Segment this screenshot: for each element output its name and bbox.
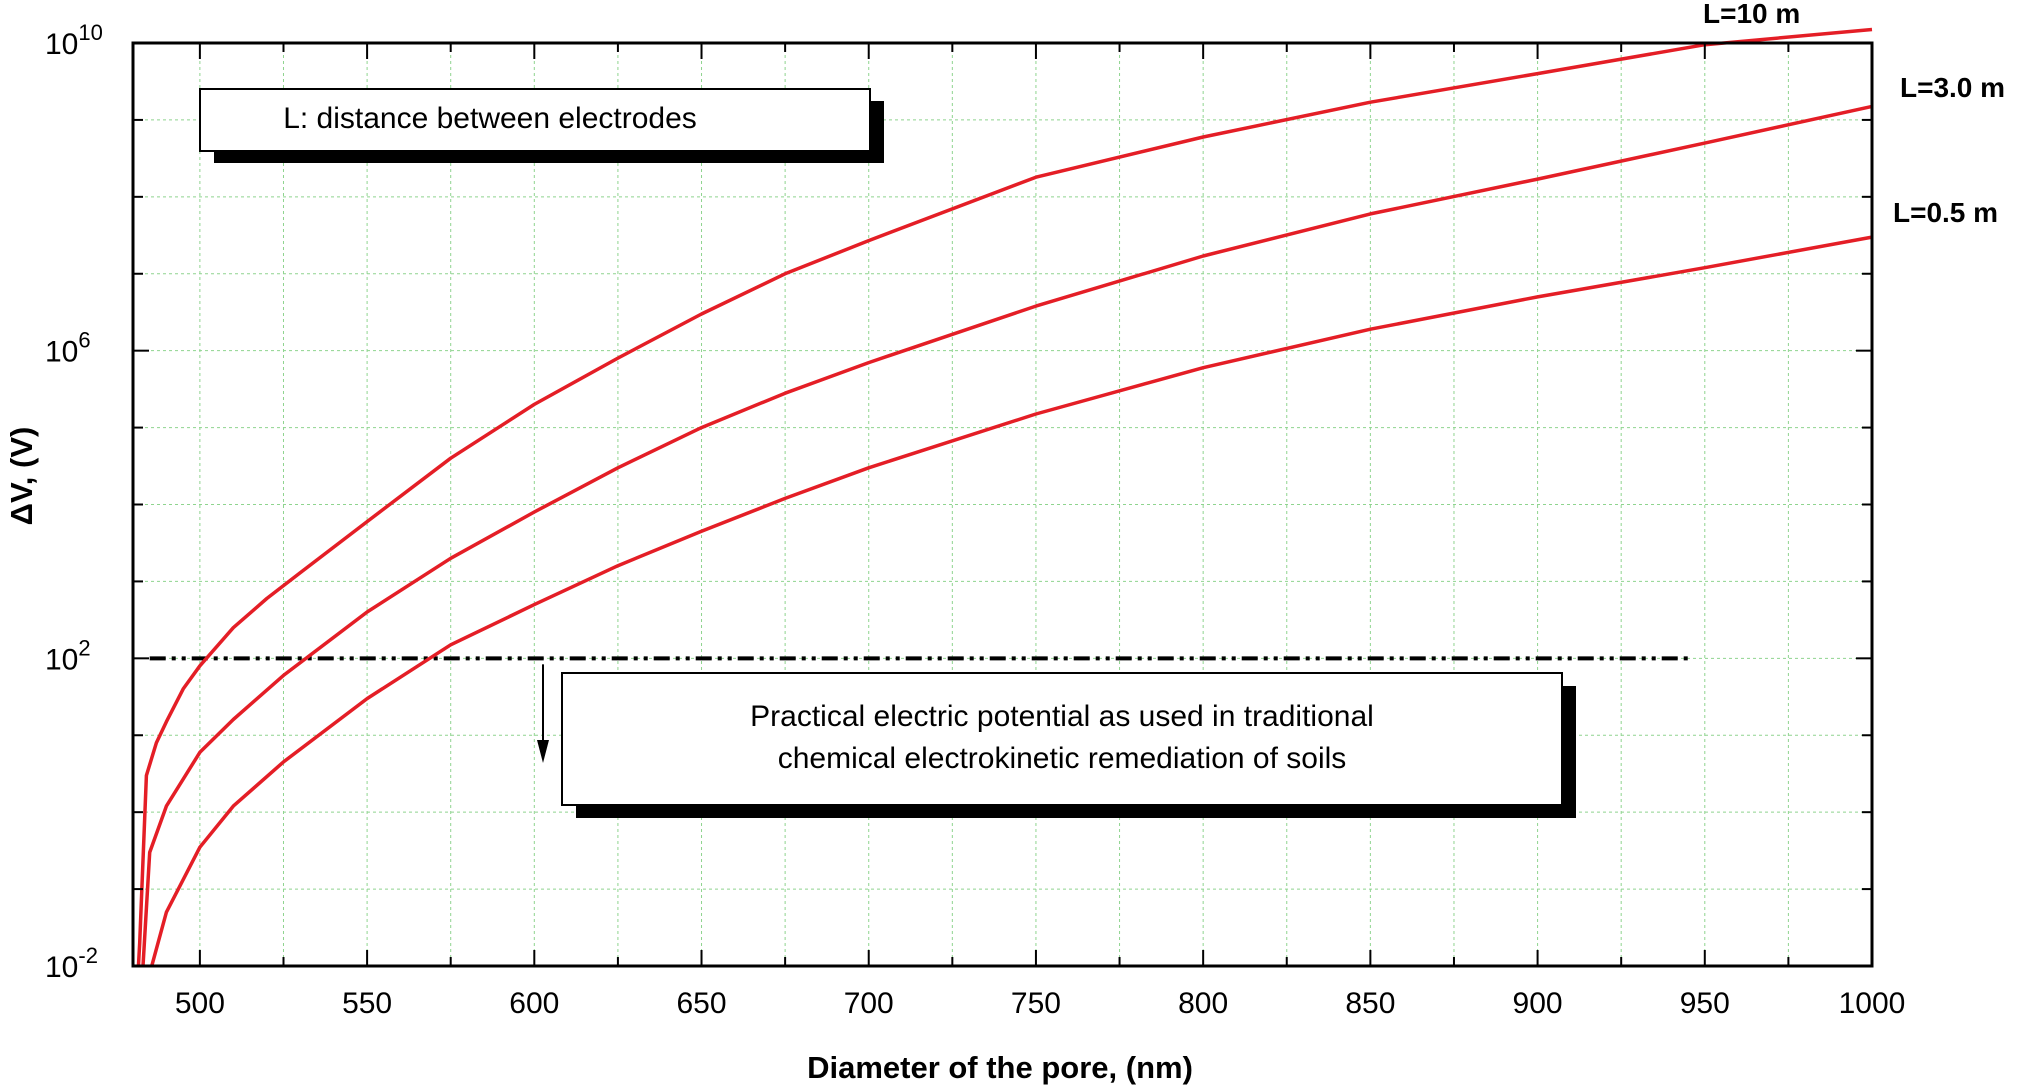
series-group — [136, 27, 1873, 966]
practical-potential-line2: chemical electrokinetic remediation of s… — [778, 742, 1347, 775]
series-line-2 — [141, 104, 1873, 966]
x-tick-label: 550 — [342, 987, 392, 1020]
y-tick-label: 106 — [45, 328, 91, 369]
y-tick-label: 102 — [45, 635, 91, 676]
legend-note-box: L: distance between electrodes — [199, 88, 884, 163]
y-tick-labels: 10-2 102 106 1010 — [45, 20, 103, 984]
y-axis-title: ΔV, (V) — [4, 427, 39, 526]
x-tick-label: 900 — [1513, 987, 1563, 1020]
x-tick-label: 950 — [1680, 987, 1730, 1020]
y-tick-label: 10-2 — [45, 943, 98, 984]
tick-marks — [133, 42, 1873, 967]
series-label-2: L=3.0 m — [1900, 72, 2005, 103]
x-tick-label: 850 — [1345, 987, 1395, 1020]
x-tick-label: 500 — [175, 987, 225, 1020]
series-line-1 — [136, 27, 1873, 966]
practical-potential-box: Practical electric potential as used in … — [561, 672, 1576, 818]
x-tick-labels: 500 550 600 650 700 750 800 850 900 950 1000 — [175, 987, 1906, 1020]
practical-potential-frame — [561, 672, 1563, 806]
x-tick-label: 700 — [844, 987, 894, 1020]
series-label-3: L=0.5 m — [1893, 197, 1998, 228]
y-tick-label: 1010 — [45, 20, 103, 61]
threshold-group — [149, 656, 1689, 763]
x-axis-title: Diameter of the pore, (nm) — [807, 1050, 1193, 1085]
x-tick-label: 1000 — [1839, 987, 1906, 1020]
threshold-arrow-head — [537, 740, 549, 763]
x-tick-label: 600 — [509, 987, 559, 1020]
series-label-1: L=10 m — [1703, 0, 1800, 29]
x-tick-label: 800 — [1178, 987, 1228, 1020]
legend-note-frame — [199, 88, 871, 152]
series-line-3 — [149, 235, 1873, 966]
x-tick-label: 650 — [676, 987, 726, 1020]
x-tick-label: 750 — [1011, 987, 1061, 1020]
series-labels: L=10 m L=3.0 m L=0.5 m — [1703, 0, 2005, 228]
practical-potential-line1: Practical electric potential as used in … — [750, 700, 1374, 733]
legend-note-text: L: distance between electrodes — [283, 102, 697, 135]
